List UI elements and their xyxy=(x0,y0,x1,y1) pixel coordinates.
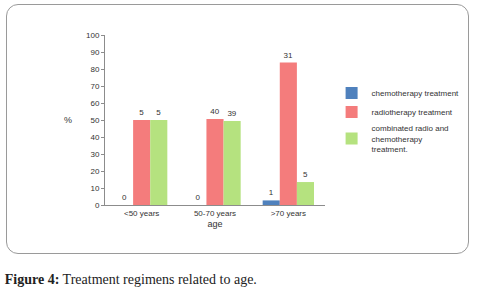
svg-text:Figure 4: Treatment regimens r: Figure 4: Treatment regimens related to … xyxy=(5,272,257,287)
svg-text:70: 70 xyxy=(90,82,99,91)
svg-text:50: 50 xyxy=(90,116,99,125)
svg-text:50-70 years: 50-70 years xyxy=(194,209,236,218)
svg-text:1: 1 xyxy=(269,188,274,197)
svg-text:combinated radio andchemothera: combinated radio andchemotherapytreatmen… xyxy=(372,124,449,154)
svg-text:39: 39 xyxy=(227,109,236,118)
svg-text:radiotherapy treatment: radiotherapy treatment xyxy=(372,108,453,117)
svg-text:chemotherapy treatment: chemotherapy treatment xyxy=(372,89,459,98)
svg-text:80: 80 xyxy=(90,65,99,74)
svg-text:5: 5 xyxy=(303,170,308,179)
svg-text:0: 0 xyxy=(122,193,127,202)
svg-text:30: 30 xyxy=(90,150,99,159)
svg-text:100: 100 xyxy=(86,31,100,40)
svg-text:0: 0 xyxy=(95,201,100,210)
svg-text:20: 20 xyxy=(90,167,99,176)
svg-text:5: 5 xyxy=(139,108,144,117)
svg-text:<50 years: <50 years xyxy=(124,209,159,218)
svg-text:age: age xyxy=(207,219,222,229)
svg-text:%: % xyxy=(64,115,72,125)
svg-text:0: 0 xyxy=(195,193,200,202)
svg-text:60: 60 xyxy=(90,99,99,108)
svg-text:5: 5 xyxy=(156,108,161,117)
svg-text:40: 40 xyxy=(90,133,99,142)
svg-text:10: 10 xyxy=(90,184,99,193)
svg-text:40: 40 xyxy=(210,107,219,116)
svg-text:90: 90 xyxy=(90,48,99,57)
svg-text:>70 years: >70 years xyxy=(271,209,306,218)
svg-text:31: 31 xyxy=(284,51,293,60)
